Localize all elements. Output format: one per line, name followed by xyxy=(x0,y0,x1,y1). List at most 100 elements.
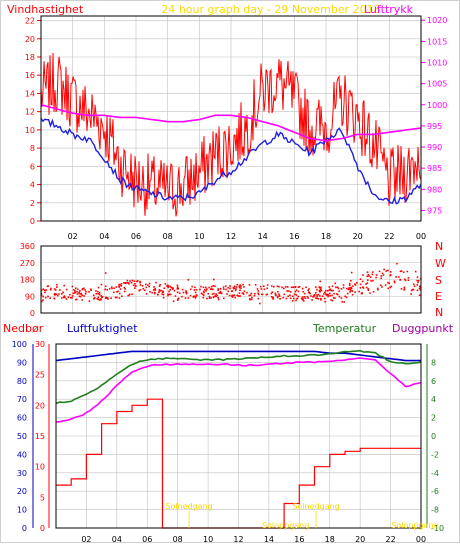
direction-point xyxy=(329,289,331,291)
direction-point xyxy=(45,296,47,299)
direction-point xyxy=(283,287,285,290)
direction-point xyxy=(407,277,410,279)
direction-point xyxy=(335,286,337,289)
direction-point xyxy=(367,273,370,276)
direction-point xyxy=(291,300,294,302)
direction-point xyxy=(266,293,269,296)
wind-x-tick-20: 20 xyxy=(353,232,363,241)
direction-point xyxy=(297,290,300,293)
humidity-y-tick-100: 100 xyxy=(12,340,27,349)
direction-point xyxy=(223,297,225,300)
direction-point xyxy=(315,297,317,299)
direction-point xyxy=(307,297,309,299)
direction-point xyxy=(399,278,401,281)
rain-y-tick-15: 15 xyxy=(35,432,45,441)
direction-point xyxy=(74,292,76,294)
direction-point xyxy=(380,277,382,280)
direction-point xyxy=(249,294,252,296)
direction-point xyxy=(205,286,207,289)
direction-point xyxy=(323,293,325,295)
direction-point xyxy=(348,284,351,287)
direction-point xyxy=(403,288,406,290)
direction-point xyxy=(115,286,118,288)
direction-point xyxy=(217,296,219,299)
direction-point xyxy=(99,299,101,301)
direction-point xyxy=(131,279,134,282)
direction-point xyxy=(238,286,241,289)
direction-point xyxy=(97,298,100,301)
direction-point xyxy=(219,290,222,293)
direction-point xyxy=(162,296,165,299)
direction-point xyxy=(181,288,184,291)
direction-point xyxy=(304,297,307,299)
direction-point xyxy=(172,300,175,302)
direction-point xyxy=(83,287,85,290)
direction-point xyxy=(283,293,286,296)
direction-point xyxy=(125,282,127,284)
direction-point xyxy=(246,291,248,294)
humidity-y-tick-20: 20 xyxy=(17,487,27,496)
direction-point xyxy=(231,296,234,298)
direction-point xyxy=(265,293,268,296)
direction-point xyxy=(238,292,241,294)
direction-point xyxy=(46,285,49,288)
direction-point xyxy=(295,294,298,296)
rain-x-tick-00: 00 xyxy=(416,535,426,544)
direction-point xyxy=(153,286,155,288)
direction-point xyxy=(92,294,95,297)
direction-point xyxy=(194,297,197,299)
direction-point xyxy=(49,289,52,291)
direction-point xyxy=(119,288,122,290)
direction-point xyxy=(214,285,216,287)
direction-point xyxy=(383,268,385,271)
direction-point xyxy=(349,288,352,291)
direction-point xyxy=(79,290,81,292)
direction-point xyxy=(126,282,129,284)
direction-point xyxy=(234,296,236,299)
direction-point xyxy=(228,294,231,297)
direction-point xyxy=(184,297,187,299)
direction-point xyxy=(88,300,91,302)
direction-point xyxy=(326,293,329,296)
direction-point xyxy=(359,287,362,289)
direction-point xyxy=(270,296,273,298)
direction-point xyxy=(62,291,64,294)
wind-x-tick-06: 06 xyxy=(131,232,141,241)
direction-point xyxy=(118,285,120,287)
direction-point xyxy=(136,280,139,282)
direction-point xyxy=(108,287,111,290)
direction-point xyxy=(195,296,197,298)
direction-point xyxy=(219,292,221,294)
temperature-y-tick--8: -8 xyxy=(431,506,439,515)
direction-point xyxy=(259,302,261,305)
direction-point xyxy=(100,295,103,297)
direction-point xyxy=(182,291,185,294)
direction-point xyxy=(101,296,103,299)
direction-point xyxy=(162,293,165,296)
direction-point xyxy=(217,289,219,291)
direction-point xyxy=(320,297,322,300)
pressure-y-tick-1010: 1010 xyxy=(427,58,447,67)
direction-point xyxy=(206,288,208,290)
direction-point xyxy=(358,290,360,293)
direction-point xyxy=(185,292,188,295)
direction-point xyxy=(104,272,107,274)
direction-label-s: S xyxy=(435,274,442,287)
direction-point xyxy=(234,287,236,290)
direction-point xyxy=(202,296,205,299)
direction-point xyxy=(320,289,323,292)
direction-point xyxy=(278,295,281,297)
humidity-line xyxy=(55,350,421,362)
direction-point xyxy=(189,288,192,291)
direction-point xyxy=(212,285,215,287)
direction-point xyxy=(317,293,320,296)
direction-point xyxy=(240,287,242,289)
direction-point xyxy=(210,297,212,299)
direction-point xyxy=(76,291,78,293)
temperature-y-tick-6: 6 xyxy=(431,377,436,386)
direction-point xyxy=(111,287,113,290)
sun-annotation-1: Soloppgang xyxy=(262,521,309,530)
direction-point xyxy=(327,295,329,298)
pressure-y-tick-980: 980 xyxy=(427,185,442,194)
direction-point xyxy=(141,285,144,287)
